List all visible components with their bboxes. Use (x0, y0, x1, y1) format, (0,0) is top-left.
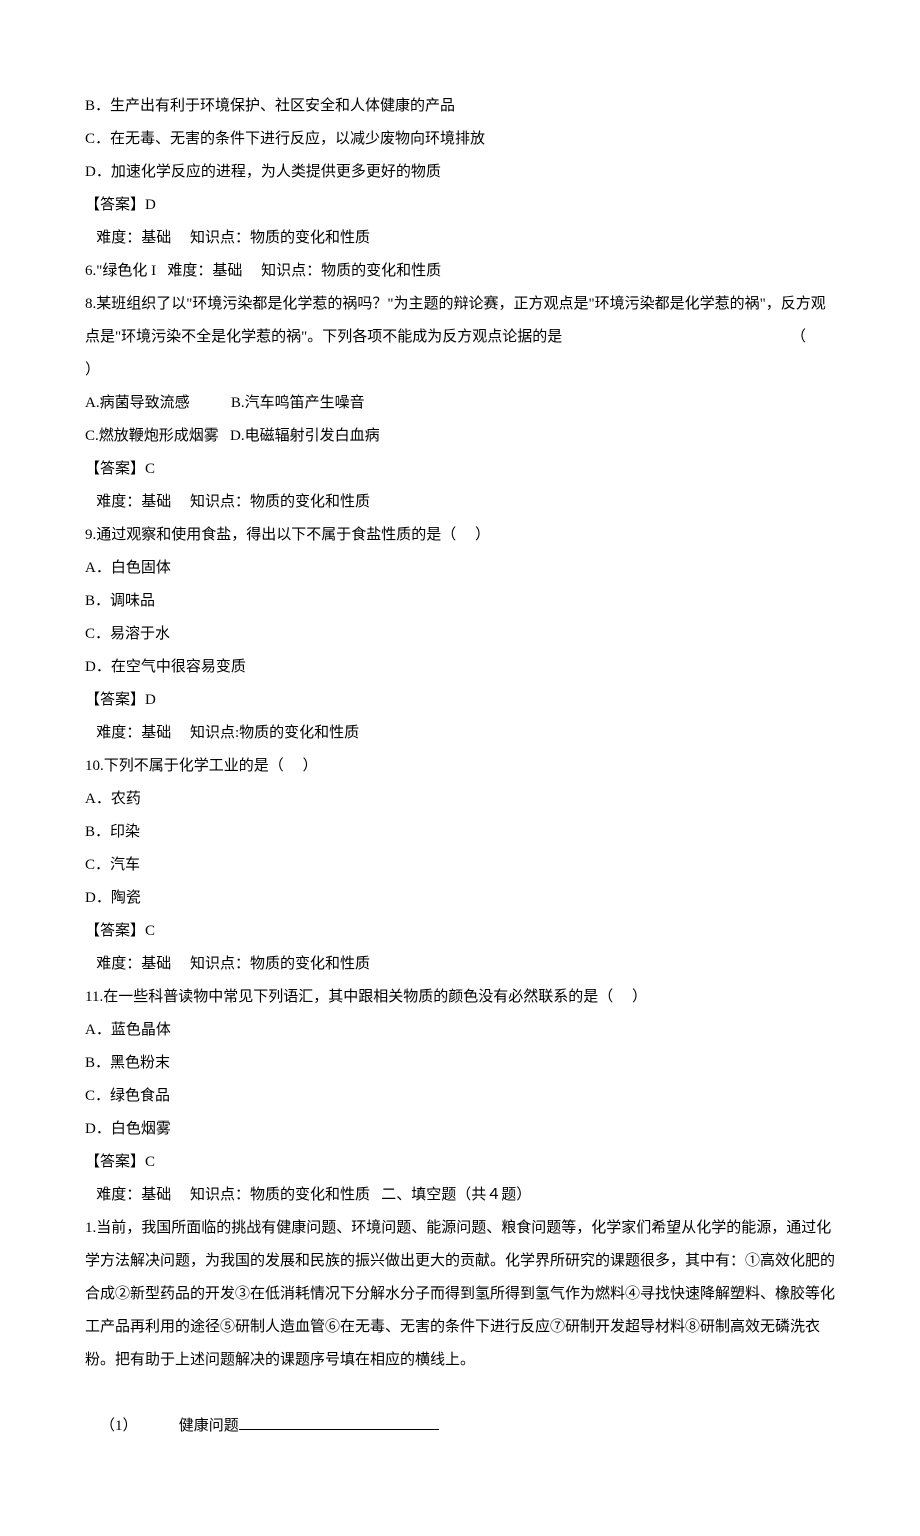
difficulty-note: 难度：基础 知识点：物质的变化和性质 (85, 486, 835, 519)
option-c: C．绿色食品 (85, 1080, 835, 1113)
answer-label: 【答案】C (85, 1146, 835, 1179)
fill-question-1-stem: 1.当前，我国所面临的挑战有健康问题、环境问题、能源问题、粮食问题等，化学家们希… (85, 1212, 835, 1377)
question-10-stem: 10.下列不属于化学工业的是（ ） (85, 750, 835, 783)
option-c: C．易溶于水 (85, 618, 835, 651)
option-a: A．蓝色晶体 (85, 1014, 835, 1047)
question-8-options-ab: A.病菌导致流感 B.汽车鸣笛产生噪音 (85, 387, 835, 420)
answer-label: 【答案】C (85, 915, 835, 948)
blank-number: （1） (100, 1418, 138, 1434)
answer-label: 【答案】D (85, 189, 835, 222)
option-b: B．印染 (85, 816, 835, 849)
option-c: C．在无毒、无害的条件下进行反应，以减少废物向环境排放 (85, 123, 835, 156)
option-d: D．加速化学反应的进程，为人类提供更多更好的物质 (85, 156, 835, 189)
option-d: D．陶瓷 (85, 882, 835, 915)
option-d: D．白色烟雾 (85, 1113, 835, 1146)
blank-underline (239, 1429, 439, 1430)
option-b: B．生产出有利于环境保护、社区安全和人体健康的产品 (85, 90, 835, 123)
difficulty-note: 难度：基础 知识点：物质的变化和性质 (85, 222, 835, 255)
question-8-stem: 8.某班组织了以"环境污染都是化学惹的祸吗？"为主题的辩论赛，正方观点是"环境污… (85, 288, 835, 387)
blank-label: 健康问题 (179, 1418, 239, 1434)
question-11-stem: 11.在一些科普读物中常见下列语汇，其中跟相关物质的颜色没有必然联系的是（ ） (85, 981, 835, 1014)
option-b: B．调味品 (85, 585, 835, 618)
difficulty-and-section-header: 难度：基础 知识点：物质的变化和性质 二、填空题（共４题） (85, 1179, 835, 1212)
question-9-stem: 9.通过观察和使用食盐，得出以下不属于食盐性质的是（ ） (85, 519, 835, 552)
answer-label: 【答案】C (85, 453, 835, 486)
option-c: C．汽车 (85, 849, 835, 882)
option-b: B．黑色粉末 (85, 1047, 835, 1080)
difficulty-note: 难度：基础 知识点:物质的变化和性质 (85, 717, 835, 750)
option-a: A．农药 (85, 783, 835, 816)
answer-label: 【答案】D (85, 684, 835, 717)
fill-blank-row: （1） 健康问题 (85, 1377, 835, 1476)
question-6-fragment: 6."绿色化 I 难度：基础 知识点：物质的变化和性质 (85, 255, 835, 288)
document-body: B．生产出有利于环境保护、社区安全和人体健康的产品 C．在无毒、无害的条件下进行… (85, 90, 835, 1476)
option-a: A．白色固体 (85, 552, 835, 585)
difficulty-note: 难度：基础 知识点：物质的变化和性质 (85, 948, 835, 981)
option-d: D．在空气中很容易变质 (85, 651, 835, 684)
question-8-options-cd: C.燃放鞭炮形成烟雾 D.电磁辐射引发白血病 (85, 420, 835, 453)
